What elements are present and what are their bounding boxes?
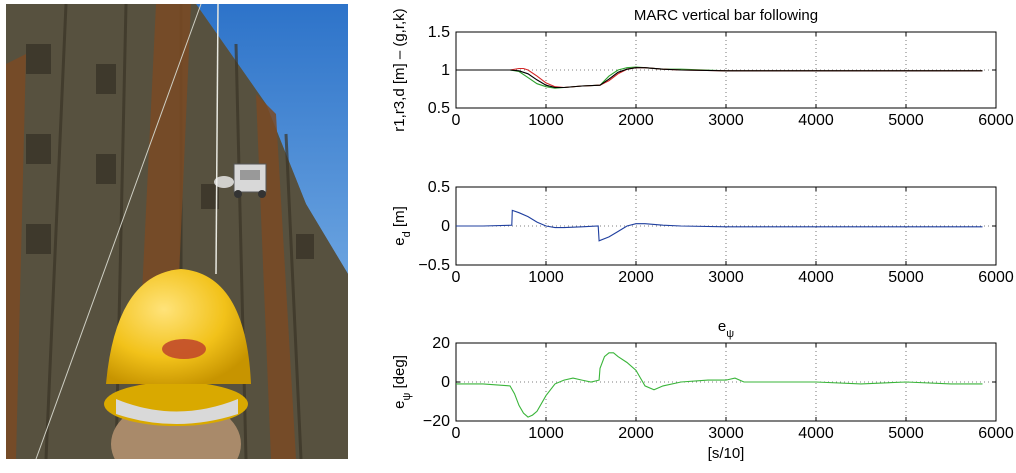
y-tick-label: 20 — [432, 335, 450, 352]
y-tick-label: 1.5 — [428, 24, 450, 41]
chart-2 — [455, 186, 997, 266]
chart-area: 0 1000 2000 3000 4000 5000 6000 0.5 1 1.5 MARC ver… — [360, 0, 1016, 468]
y-tick-label: −0.5 — [418, 257, 450, 274]
chart-title: eψ — [718, 318, 734, 340]
x-tick-label: 5000 — [888, 269, 924, 286]
x-tick-label: 3000 — [708, 112, 744, 129]
x-tick-label: 2000 — [618, 112, 654, 129]
y-tick-label: 0 — [441, 374, 450, 391]
series-line-1 — [456, 209, 983, 242]
x-tick-label: 5000 — [888, 112, 924, 129]
x-tick-label: 4000 — [798, 425, 834, 442]
y-tick-label: 1 — [441, 62, 450, 79]
climbing-robot-icon — [214, 163, 267, 198]
x-tick-label: 0 — [452, 269, 461, 286]
y-tick-label: 0.5 — [428, 179, 450, 196]
worker-head-icon — [104, 269, 251, 473]
x-tick-label: 2000 — [618, 425, 654, 442]
y-tick-label: −20 — [423, 413, 450, 430]
x-tick-label: 4000 — [798, 112, 834, 129]
y-axis-label: ed [m] — [391, 206, 413, 245]
x-axis-label: [s/10] — [708, 445, 745, 462]
x-tick-label: 5000 — [888, 425, 924, 442]
x-tick-label: 3000 — [708, 425, 744, 442]
x-tick-label: 6000 — [978, 112, 1014, 129]
y-tick-label: 0 — [441, 218, 450, 235]
x-tick-label: 6000 — [978, 269, 1014, 286]
chart-1 — [455, 31, 997, 109]
chart-3 — [455, 342, 997, 422]
y-tick-label: 0.5 — [428, 100, 450, 117]
x-tick-label: 2000 — [618, 269, 654, 286]
series-line-1 — [456, 352, 983, 418]
x-tick-label: 6000 — [978, 425, 1014, 442]
x-tick-label: 1000 — [528, 112, 564, 129]
x-tick-label: 0 — [452, 425, 461, 442]
series-line-3 — [456, 67, 983, 89]
chart-title: MARC vertical bar following — [634, 7, 818, 24]
x-tick-label: 3000 — [708, 269, 744, 286]
x-tick-label: 4000 — [798, 269, 834, 286]
x-tick-label: 1000 — [528, 425, 564, 442]
x-tick-label: 0 — [452, 112, 461, 129]
y-axis-label: r1,r3,d [m] – (g,r,k) — [391, 8, 408, 131]
robot-hull-photo — [6, 3, 348, 473]
y-axis-label: eψ [deg] — [391, 355, 413, 409]
x-tick-label: 1000 — [528, 269, 564, 286]
photo-illustration — [6, 3, 348, 473]
